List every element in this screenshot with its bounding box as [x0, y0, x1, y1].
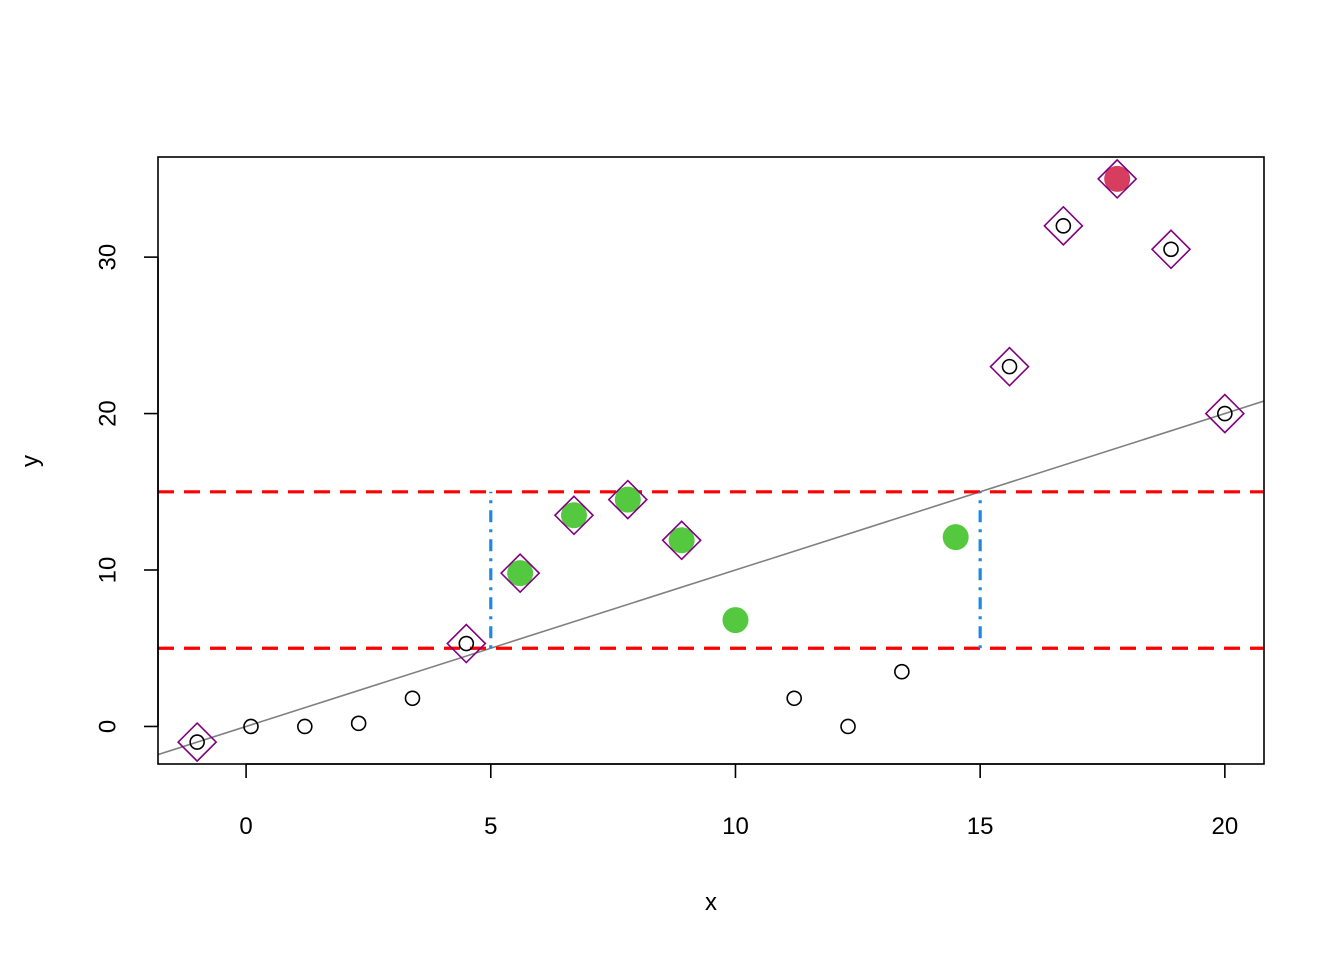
axes-layer: 0 5 10 15 20 0 10 20 30	[94, 244, 1238, 840]
points-layer	[177, 158, 1245, 763]
x-tick-label: 0	[239, 813, 252, 840]
data-point-open-diamond	[1043, 205, 1084, 246]
regression-line	[158, 400, 1264, 756]
y-tick-label: 20	[94, 400, 121, 427]
data-point-open-circle	[297, 718, 313, 735]
y-tick-label: 10	[94, 557, 121, 584]
x-tick-label: 5	[484, 813, 497, 840]
y-tick-label: 0	[94, 720, 121, 733]
data-point-open-diamond	[661, 520, 702, 561]
data-point-open-circle	[1055, 218, 1072, 234]
data-point-open-circle	[894, 663, 910, 680]
reference-lines-layer	[158, 400, 1264, 756]
data-point-open-diamond	[177, 721, 218, 763]
data-point-filled-circle	[560, 502, 587, 529]
data-point-filled-circle	[507, 560, 534, 587]
data-point-open-circle	[350, 715, 367, 732]
data-point-open-circle	[840, 718, 856, 735]
data-point-filled-circle	[614, 486, 641, 513]
data-point-open-circle	[404, 690, 421, 707]
data-point-open-diamond	[1097, 158, 1138, 200]
data-point-open-circle	[786, 690, 802, 707]
data-point-filled-circle	[722, 607, 749, 634]
data-point-open-diamond	[446, 623, 487, 664]
data-point-open-diamond	[989, 346, 1030, 387]
x-axis-label: x	[705, 889, 717, 916]
data-point-open-circle	[1217, 405, 1233, 422]
data-point-open-circle	[1163, 241, 1179, 258]
data-point-filled-circle	[942, 524, 969, 551]
data-point-open-diamond	[607, 479, 648, 520]
data-point-open-diamond	[1150, 229, 1192, 270]
x-tick-label: 10	[722, 813, 749, 840]
y-tick-label: 30	[94, 244, 121, 271]
data-point-open-diamond	[1204, 393, 1245, 434]
data-point-open-circle	[458, 635, 475, 652]
data-point-filled-circle	[668, 527, 695, 554]
data-point-filled-circle	[1104, 165, 1131, 192]
data-point-open-circle	[243, 718, 259, 735]
plot-frame	[157, 156, 1265, 765]
x-tick-label: 20	[1211, 813, 1238, 840]
data-point-open-diamond	[500, 553, 541, 594]
data-point-open-circle	[189, 734, 205, 750]
data-point-open-circle	[1001, 358, 1018, 375]
data-point-open-diamond	[553, 495, 595, 536]
x-tick-label: 15	[967, 813, 994, 840]
y-axis-label: y	[17, 455, 44, 467]
